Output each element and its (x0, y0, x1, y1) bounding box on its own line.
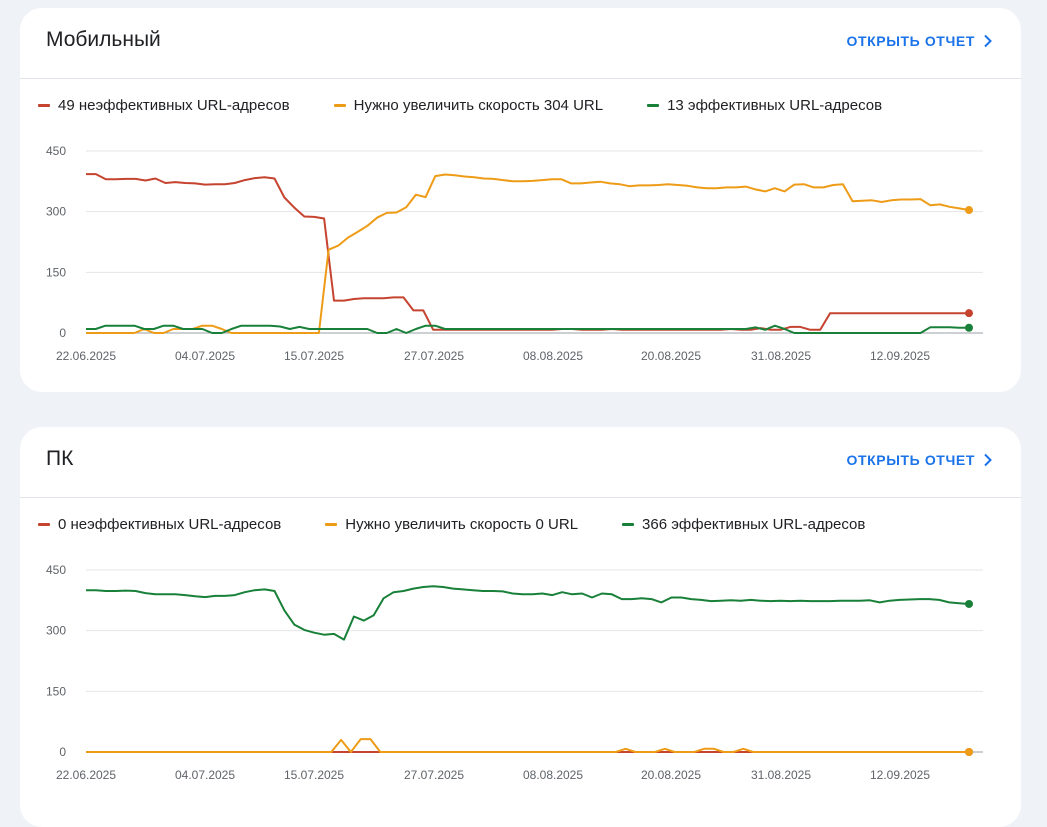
open-report-link[interactable]: ОТКРЫТЬ ОТЧЕТ (846, 33, 993, 49)
series-line-0 (86, 173, 969, 331)
x-tick-label: 22.06.2025 (56, 349, 116, 363)
chevron-right-icon (984, 34, 992, 48)
x-tick-label: 08.08.2025 (523, 768, 583, 782)
mobile-line-chart: 0 150 300 450 22.06.2025 04.07.2025 15.07.2025… (46, 144, 983, 363)
y-tick-label: 450 (46, 563, 66, 577)
legend-label: Нужно увеличить скорость 304 URL (353, 97, 604, 114)
x-tick-label: 27.07.2025 (404, 768, 464, 782)
legend-swatch (333, 104, 346, 107)
y-tick-label: 0 (59, 745, 66, 759)
chart-legend: 0 неэффективных URL-адресов Нужно увелич… (38, 516, 909, 533)
x-tick-label: 20.08.2025 (641, 768, 701, 782)
legend-label: 366 эффективных URL-адресов (642, 516, 866, 533)
series-endpoint-2 (965, 599, 973, 608)
mobile-report-card: Мобильный ОТКРЫТЬ ОТЧЕТ 49 неэффективных… (20, 8, 1021, 392)
legend-swatch (647, 104, 660, 107)
series-endpoint-2 (965, 323, 973, 332)
desktop-report-card: ПК ОТКРЫТЬ ОТЧЕТ 0 неэффективных URL-адр… (20, 427, 1021, 827)
legend-item-needs-improvement[interactable]: Нужно увеличить скорость 304 URL (333, 97, 604, 114)
series-endpoint-1 (965, 748, 973, 756)
legend-item-good[interactable]: 13 эффективных URL-адресов (647, 97, 882, 114)
card-title: ПК (46, 447, 74, 470)
open-report-label: ОТКРЫТЬ ОТЧЕТ (846, 452, 975, 468)
series-endpoint-1 (965, 206, 973, 215)
legend-label: 0 неэффективных URL-адресов (58, 516, 282, 533)
card-title: Мобильный (46, 28, 161, 51)
card-header: ПК ОТКРЫТЬ ОТЧЕТ (20, 427, 1021, 498)
legend-swatch (325, 523, 338, 526)
series-line-2 (86, 324, 969, 334)
open-report-link[interactable]: ОТКРЫТЬ ОТЧЕТ (846, 452, 993, 468)
legend-swatch (38, 523, 50, 526)
y-tick-label: 150 (46, 684, 66, 698)
legend-label: 49 неэффективных URL-адресов (58, 97, 290, 114)
series-line-1 (86, 173, 970, 334)
chevron-right-icon (984, 453, 992, 467)
y-tick-label: 0 (59, 326, 66, 340)
legend-item-poor[interactable]: 49 неэффективных URL-адресов (38, 97, 290, 114)
chart-legend: 49 неэффективных URL-адресов Нужно увели… (38, 97, 926, 114)
legend-label: 13 эффективных URL-адресов (667, 97, 883, 114)
y-tick-label: 450 (46, 144, 66, 158)
x-tick-label: 04.07.2025 (175, 349, 235, 363)
x-tick-label: 12.09.2025 (870, 349, 930, 363)
series-line-1 (86, 738, 969, 753)
series-line-2 (86, 585, 970, 641)
legend-swatch (622, 523, 635, 526)
x-tick-label: 27.07.2025 (404, 349, 464, 363)
y-tick-label: 150 (46, 265, 66, 279)
legend-label: Нужно увеличить скорость 0 URL (345, 516, 579, 533)
y-tick-label: 300 (46, 205, 66, 219)
legend-swatch (38, 104, 50, 107)
desktop-line-chart: 0 150 300 450 22.06.2025 04.07.2025 15.07.2025… (46, 563, 983, 782)
legend-item-poor[interactable]: 0 неэффективных URL-адресов (38, 516, 281, 533)
x-tick-label: 12.09.2025 (870, 768, 930, 782)
x-tick-label: 20.08.2025 (641, 349, 701, 363)
open-report-label: ОТКРЫТЬ ОТЧЕТ (846, 33, 975, 49)
x-tick-label: 15.07.2025 (284, 349, 344, 363)
x-tick-label: 31.08.2025 (751, 349, 811, 363)
series-endpoint-0 (965, 309, 973, 318)
y-tick-label: 300 (46, 624, 66, 638)
x-tick-label: 08.08.2025 (523, 349, 583, 363)
x-tick-label: 31.08.2025 (751, 768, 811, 782)
card-header: Мобильный ОТКРЫТЬ ОТЧЕТ (20, 8, 1021, 79)
x-tick-label: 22.06.2025 (56, 768, 116, 782)
x-tick-label: 15.07.2025 (284, 768, 344, 782)
legend-item-good[interactable]: 366 эффективных URL-адресов (622, 516, 865, 533)
legend-item-needs-improvement[interactable]: Нужно увеличить скорость 0 URL (325, 516, 578, 533)
x-tick-label: 04.07.2025 (175, 768, 235, 782)
